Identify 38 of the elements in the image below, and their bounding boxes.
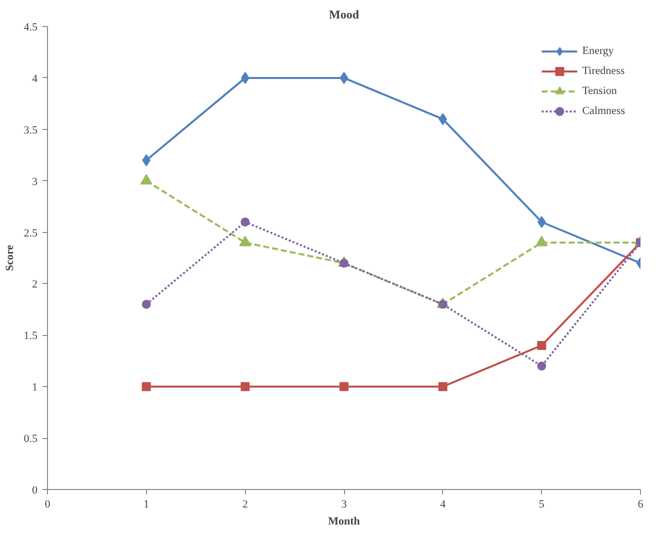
y-tick-label: 2 — [32, 278, 38, 291]
point — [340, 382, 348, 392]
y-tick-label: 2.5 — [24, 227, 38, 240]
x-tick-label: 6 — [638, 498, 644, 510]
point — [438, 382, 448, 392]
y-tick-label: 4 — [32, 72, 38, 85]
point — [340, 258, 348, 268]
point — [537, 340, 546, 350]
x-tick-label: 4 — [440, 498, 446, 510]
y-tick-label: 1.5 — [24, 330, 38, 342]
y-tick-label: 4.5 — [24, 22, 38, 34]
point — [140, 174, 152, 185]
point — [536, 236, 548, 246]
x-axis-title: Month — [328, 516, 360, 528]
y-tick-label: 0.5 — [24, 433, 38, 446]
y-tick-label: 0 — [32, 484, 38, 496]
point — [142, 382, 151, 392]
x-tick-label: 3 — [341, 498, 348, 510]
y-axis-title: Score — [4, 244, 16, 272]
point — [537, 362, 546, 371]
chart-title: Mood — [329, 8, 360, 22]
point — [239, 236, 252, 246]
legend-label: Calmness — [582, 105, 625, 117]
x-tick-label: 0 — [44, 498, 51, 510]
legend-label: Tension — [582, 85, 617, 97]
x-tick-label: 1 — [144, 498, 150, 510]
point — [240, 217, 250, 226]
x-tick-label: 2 — [242, 498, 248, 510]
point — [142, 300, 151, 309]
y-tick-label: 3.5 — [24, 124, 38, 136]
point — [240, 382, 250, 392]
legend-label: Energy — [582, 45, 614, 57]
point — [340, 72, 348, 84]
x-tick-label: 5 — [538, 498, 545, 510]
legend-label: Tiredness — [582, 65, 625, 77]
y-tick-label: 1 — [32, 382, 38, 394]
y-tick-label: 3 — [32, 176, 38, 188]
point — [438, 300, 448, 309]
